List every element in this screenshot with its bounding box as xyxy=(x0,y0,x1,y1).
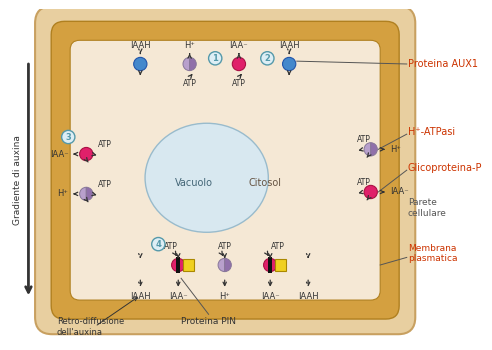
Text: Vacuolo: Vacuolo xyxy=(175,177,214,188)
Text: IAAH: IAAH xyxy=(130,41,151,50)
Text: ATP: ATP xyxy=(97,180,112,189)
Text: IAAH: IAAH xyxy=(298,292,318,301)
Bar xyxy=(275,259,286,271)
Bar xyxy=(268,257,272,273)
Text: H⁺: H⁺ xyxy=(219,292,230,301)
Text: Glicoproteina-P: Glicoproteina-P xyxy=(408,163,482,173)
Wedge shape xyxy=(225,258,231,272)
Text: ATP: ATP xyxy=(232,79,246,88)
Text: Citosol: Citosol xyxy=(249,177,282,188)
Text: ATP: ATP xyxy=(218,242,232,251)
Circle shape xyxy=(172,258,185,272)
Circle shape xyxy=(232,57,246,71)
Circle shape xyxy=(80,147,93,161)
Wedge shape xyxy=(183,57,189,71)
FancyBboxPatch shape xyxy=(51,21,399,319)
Wedge shape xyxy=(80,187,86,201)
Text: 4: 4 xyxy=(155,240,161,248)
Text: IAAH: IAAH xyxy=(279,41,300,50)
Text: Gradiente di auxina: Gradiente di auxina xyxy=(13,135,22,225)
Ellipse shape xyxy=(145,123,268,232)
Text: IAA⁻: IAA⁻ xyxy=(230,41,248,50)
Text: IAA⁻: IAA⁻ xyxy=(261,292,279,301)
Text: ATP: ATP xyxy=(164,242,178,251)
Circle shape xyxy=(209,52,222,65)
Circle shape xyxy=(261,52,274,65)
Circle shape xyxy=(62,130,75,143)
Text: IAA⁻: IAA⁻ xyxy=(169,292,187,301)
Text: ATP: ATP xyxy=(97,140,112,149)
Text: 3: 3 xyxy=(65,133,71,141)
Wedge shape xyxy=(364,143,370,156)
Circle shape xyxy=(152,238,165,251)
Text: H⁺: H⁺ xyxy=(390,145,400,154)
Circle shape xyxy=(282,57,296,71)
Wedge shape xyxy=(86,187,93,201)
Text: Retro-diffusione
dell'auxina: Retro-diffusione dell'auxina xyxy=(57,317,124,337)
Text: ATP: ATP xyxy=(357,135,371,144)
FancyBboxPatch shape xyxy=(35,6,415,334)
Text: H⁺: H⁺ xyxy=(58,189,68,198)
Text: Proteina PIN: Proteina PIN xyxy=(181,317,236,326)
Text: ATP: ATP xyxy=(357,178,371,187)
Text: 1: 1 xyxy=(212,54,218,63)
Text: Membrana
plasmatica: Membrana plasmatica xyxy=(408,244,457,263)
Text: IAA⁻: IAA⁻ xyxy=(390,188,408,196)
Text: IAAH: IAAH xyxy=(130,292,151,301)
Text: H⁺: H⁺ xyxy=(184,41,195,50)
Text: Proteina AUX1: Proteina AUX1 xyxy=(408,59,478,69)
Text: ATP: ATP xyxy=(183,79,197,88)
Wedge shape xyxy=(218,258,225,272)
Text: IAA⁻: IAA⁻ xyxy=(50,149,68,159)
Text: 2: 2 xyxy=(264,54,270,63)
Text: H⁺-ATPasi: H⁺-ATPasi xyxy=(408,127,455,137)
Text: Parete
cellulare: Parete cellulare xyxy=(408,198,447,218)
FancyBboxPatch shape xyxy=(70,40,380,300)
Bar xyxy=(176,257,180,273)
Circle shape xyxy=(134,57,147,71)
Wedge shape xyxy=(370,143,377,156)
Circle shape xyxy=(364,186,377,199)
Circle shape xyxy=(264,258,277,272)
Text: ATP: ATP xyxy=(271,242,285,251)
Wedge shape xyxy=(189,57,196,71)
Bar xyxy=(183,259,194,271)
